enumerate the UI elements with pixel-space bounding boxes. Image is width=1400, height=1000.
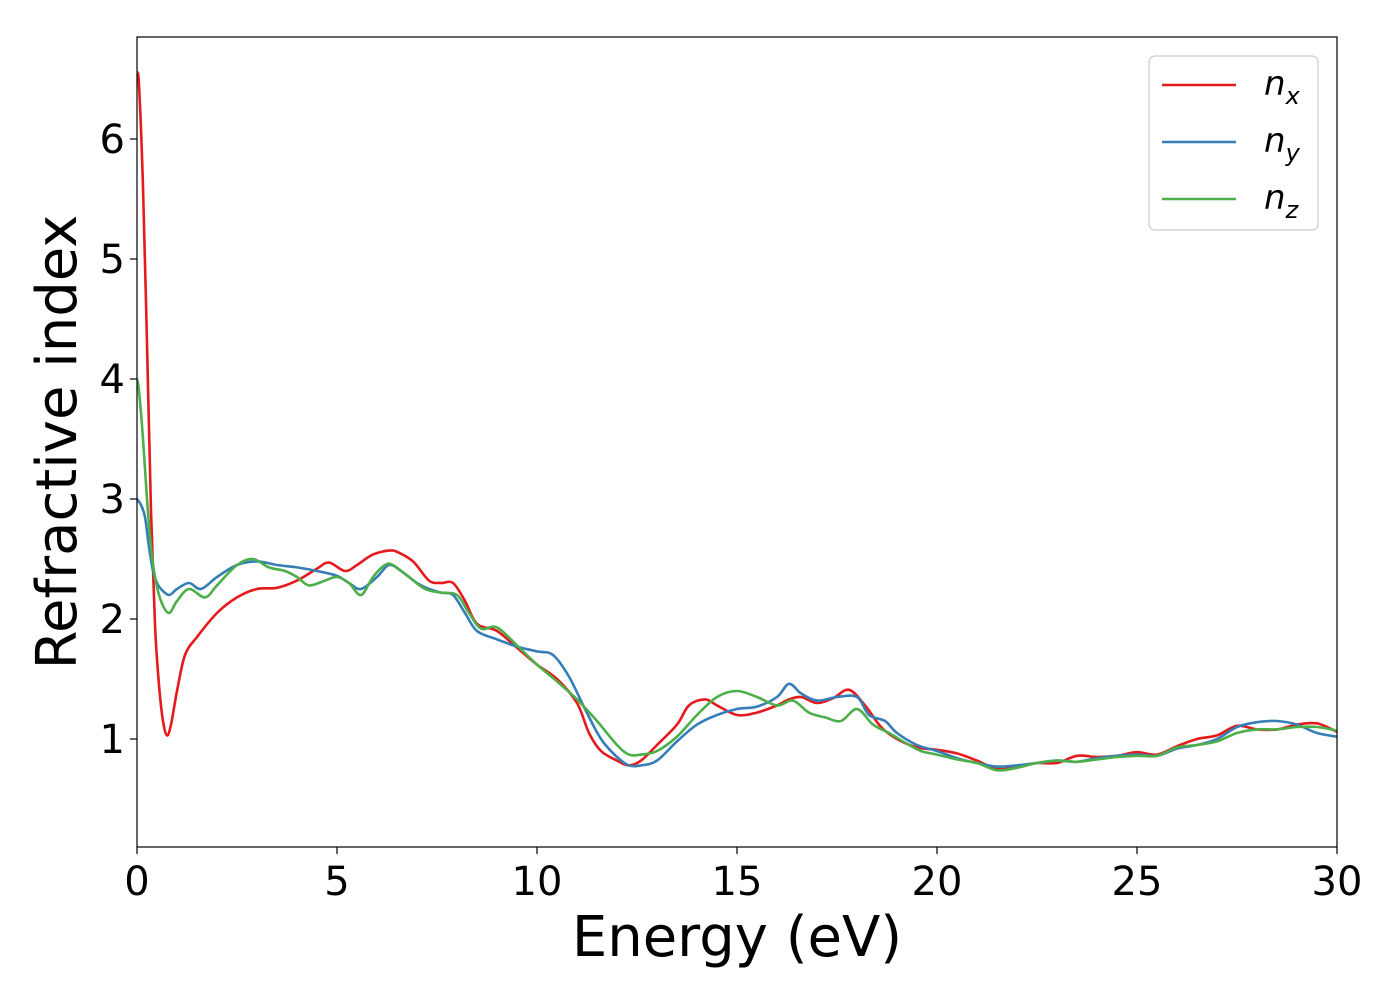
- legend-label-z: nz: [1264, 178, 1300, 224]
- x-tick-label: 10: [512, 859, 563, 905]
- plot-background: [137, 37, 1337, 847]
- series-line-x: [137, 71, 1337, 771]
- legend-label-x: nx: [1264, 64, 1301, 110]
- legend: nx ny nz: [1148, 55, 1319, 231]
- series-layer: [137, 71, 1337, 772]
- legend-label-y: ny: [1264, 121, 1301, 167]
- y-axis: 1 2 3 4 5 6: [100, 117, 137, 763]
- x-tick-label: 30: [1312, 859, 1363, 905]
- x-tick-label: 0: [124, 859, 149, 905]
- x-axis-title: Energy (eV): [572, 905, 902, 970]
- y-tick-label: 3: [100, 477, 125, 523]
- y-tick-label: 2: [100, 597, 125, 643]
- series-line-z: [137, 378, 1337, 772]
- x-tick-label: 5: [324, 859, 349, 905]
- x-tick-label: 20: [912, 859, 963, 905]
- x-axis: 0 5 10 15 20 25 30: [124, 847, 1362, 905]
- y-tick-label: 4: [100, 357, 125, 403]
- x-tick-label: 15: [712, 859, 763, 905]
- y-tick-label: 1: [100, 717, 125, 763]
- y-axis-title: Refractive index: [25, 215, 90, 670]
- legend-items: nx ny nz: [1162, 64, 1301, 224]
- x-tick-label: 25: [1112, 859, 1163, 905]
- y-tick-label: 6: [100, 117, 125, 163]
- y-tick-label: 5: [100, 237, 125, 283]
